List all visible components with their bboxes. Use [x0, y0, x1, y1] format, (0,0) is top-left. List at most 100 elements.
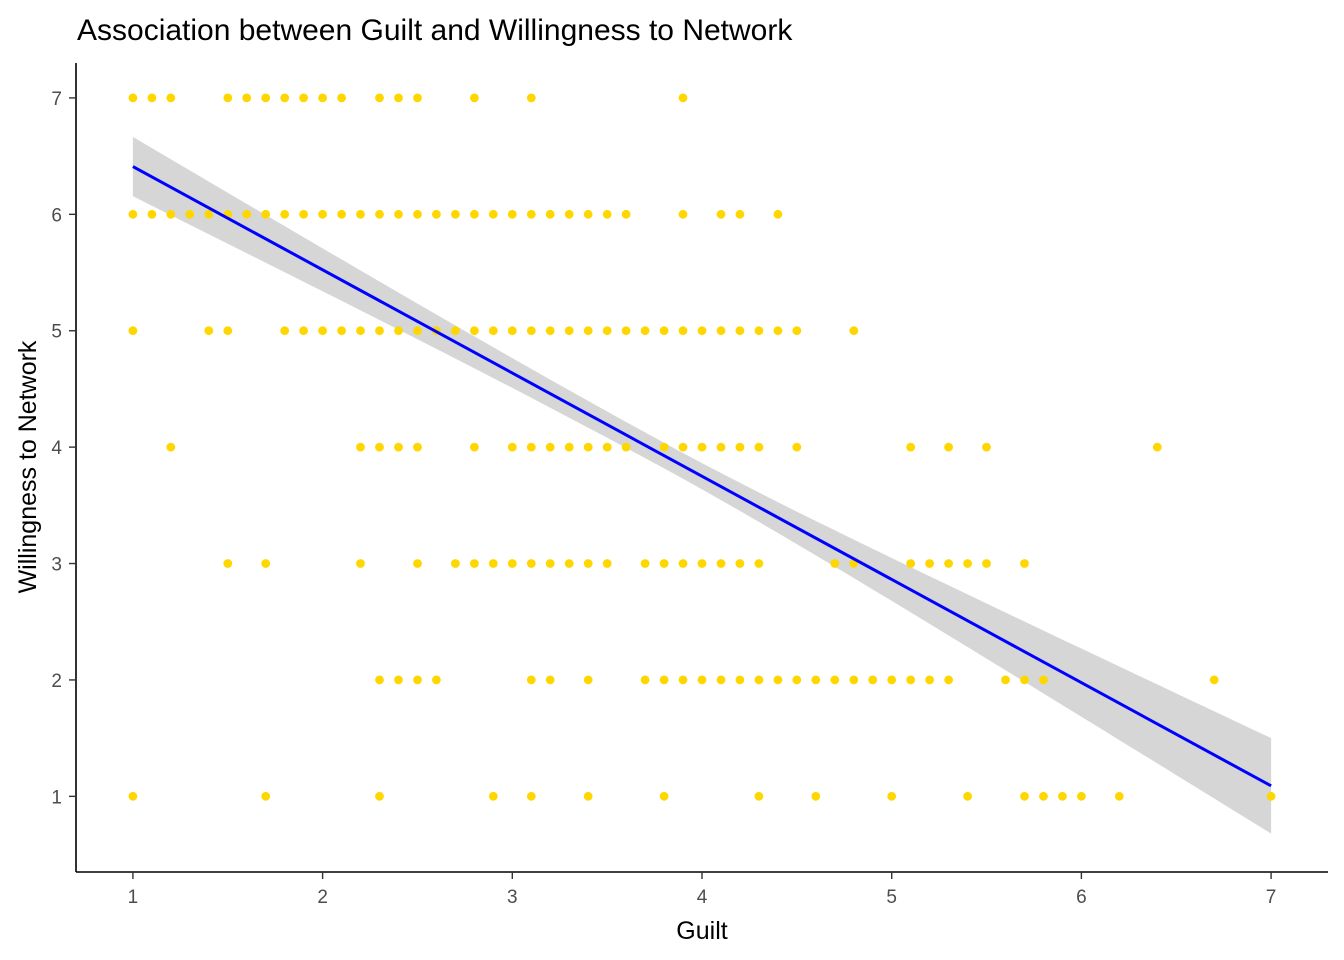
data-point	[526, 559, 536, 568]
data-point	[659, 326, 669, 336]
data-point	[678, 442, 688, 452]
data-point	[488, 209, 498, 219]
x-tick-label: 6	[1076, 887, 1087, 908]
data-point	[204, 209, 214, 219]
data-point	[261, 93, 271, 103]
data-point	[621, 442, 631, 452]
data-point	[394, 326, 403, 336]
data-point	[716, 675, 726, 685]
confidence-ribbon-layer	[132, 136, 1272, 834]
data-point	[185, 209, 195, 219]
data-point	[640, 559, 650, 568]
data-point	[526, 209, 536, 219]
data-point	[413, 559, 422, 568]
x-tick-label: 4	[697, 887, 708, 908]
data-point	[470, 326, 479, 336]
data-point	[659, 675, 669, 685]
data-point	[830, 675, 840, 685]
data-point	[963, 559, 972, 568]
x-axis-ticks: 1 2 3 4 5 6 7	[128, 872, 1276, 908]
data-point	[375, 442, 384, 452]
data-point	[242, 209, 252, 219]
data-point	[1001, 675, 1010, 685]
data-point	[659, 442, 669, 452]
data-point	[451, 559, 460, 568]
data-point	[678, 326, 688, 336]
data-point	[621, 209, 631, 219]
data-point	[621, 326, 631, 336]
data-point	[413, 93, 422, 103]
data-point	[602, 559, 612, 568]
data-point	[318, 93, 327, 103]
confidence-ribbon	[132, 136, 1272, 834]
data-point	[545, 209, 555, 219]
data-point	[1020, 675, 1029, 685]
data-point	[507, 559, 517, 568]
data-point	[678, 559, 688, 568]
data-point	[735, 559, 745, 568]
data-point	[982, 559, 991, 568]
data-point	[318, 209, 327, 219]
chart-title: Association between Guilt and Willingnes…	[77, 14, 793, 47]
data-point	[602, 326, 612, 336]
data-point	[470, 559, 479, 568]
data-point	[754, 675, 764, 685]
data-point	[944, 442, 953, 452]
data-point	[451, 326, 460, 336]
data-point	[754, 791, 764, 801]
data-point	[526, 326, 536, 336]
data-point	[470, 93, 479, 103]
data-point	[754, 442, 764, 452]
data-point	[849, 326, 859, 336]
data-point	[128, 791, 138, 801]
data-point	[678, 675, 688, 685]
y-tick-label: 1	[51, 787, 62, 808]
data-point	[356, 559, 365, 568]
y-tick-label: 2	[51, 671, 62, 692]
data-point	[602, 209, 612, 219]
data-point	[697, 559, 707, 568]
data-point	[1020, 559, 1029, 568]
data-point	[564, 442, 574, 452]
data-point	[1039, 675, 1048, 685]
data-point	[299, 326, 308, 336]
data-point	[659, 559, 669, 568]
data-point	[432, 209, 441, 219]
data-point	[128, 209, 138, 219]
data-point	[564, 326, 574, 336]
data-point	[356, 442, 365, 452]
data-point	[811, 675, 821, 685]
data-point	[280, 326, 290, 336]
data-point	[906, 559, 916, 568]
data-point	[583, 326, 593, 336]
data-point	[583, 209, 593, 219]
data-point	[868, 675, 878, 685]
data-point	[583, 442, 593, 452]
data-point	[773, 326, 783, 336]
data-point	[147, 209, 157, 219]
data-point	[583, 791, 593, 801]
data-point	[545, 442, 555, 452]
data-point	[488, 559, 498, 568]
data-point	[375, 326, 384, 336]
data-point	[280, 209, 290, 219]
data-point	[944, 559, 953, 568]
data-point	[318, 326, 327, 336]
x-axis-label: Guilt	[676, 917, 727, 945]
data-point	[261, 791, 271, 801]
data-point	[925, 559, 934, 568]
data-point	[944, 675, 953, 685]
data-point	[470, 442, 479, 452]
data-point	[735, 675, 745, 685]
data-point	[413, 326, 422, 336]
data-point	[204, 326, 214, 336]
y-tick-label: 6	[51, 205, 62, 226]
data-point	[280, 93, 290, 103]
data-point	[830, 559, 840, 568]
data-point	[526, 675, 536, 685]
data-point	[261, 209, 271, 219]
y-axis-ticks: 1 2 3 4 5 6 7	[51, 89, 76, 808]
data-point	[394, 675, 403, 685]
data-point	[1209, 675, 1219, 685]
data-point	[792, 675, 802, 685]
